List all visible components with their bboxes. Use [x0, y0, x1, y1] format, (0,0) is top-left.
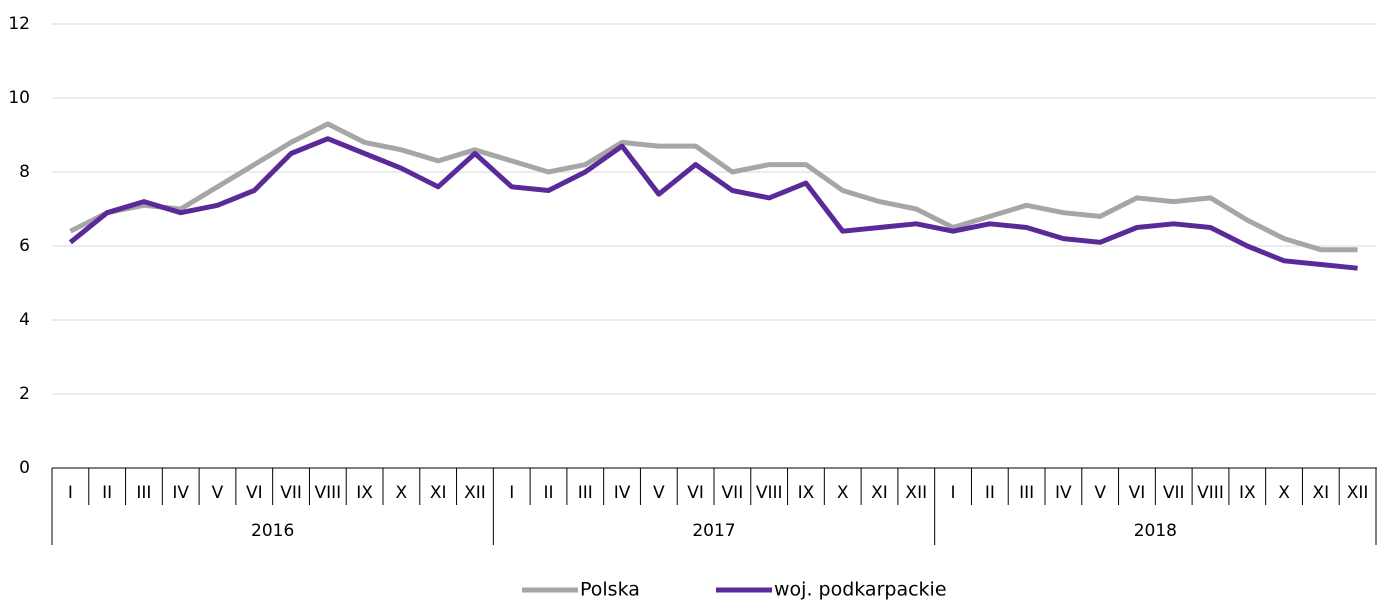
- x-tick-label: VIII: [314, 483, 341, 503]
- x-tick-label: X: [837, 483, 849, 503]
- x-tick-label: XII: [1347, 483, 1369, 503]
- x-tick-label: V: [653, 483, 665, 503]
- x-tick-label: IV: [172, 483, 189, 503]
- x-tick-label: I: [509, 483, 514, 503]
- y-tick-label: 6: [19, 236, 30, 256]
- group-label: 2018: [1134, 521, 1177, 541]
- x-tick-label: VI: [246, 483, 263, 503]
- x-tick-label: VIII: [756, 483, 783, 503]
- y-tick-label: 8: [19, 162, 30, 182]
- x-tick-label: VII: [280, 483, 302, 503]
- y-tick-label: 2: [19, 384, 30, 404]
- x-tick-label: V: [1094, 483, 1106, 503]
- group-label: 2016: [251, 521, 294, 541]
- x-tick-label: IX: [1239, 483, 1256, 503]
- x-tick-label: II: [102, 483, 112, 503]
- x-tick-label: IX: [356, 483, 373, 503]
- legend-label: woj. podkarpackie: [774, 579, 947, 600]
- x-tick-label: VIII: [1197, 483, 1224, 503]
- legend-label: Polska: [580, 579, 640, 600]
- y-tick-label: 0: [19, 458, 30, 478]
- x-tick-label: IV: [1055, 483, 1072, 503]
- x-tick-label: VII: [722, 483, 744, 503]
- x-tick-label: V: [212, 483, 224, 503]
- x-tick-label: I: [951, 483, 956, 503]
- x-tick-label: IX: [798, 483, 815, 503]
- x-tick-label: III: [1019, 483, 1034, 503]
- x-tick-label: III: [136, 483, 151, 503]
- group-label: 2017: [692, 521, 735, 541]
- x-tick-label: III: [578, 483, 593, 503]
- x-tick-label: II: [985, 483, 995, 503]
- x-tick-label: XI: [871, 483, 888, 503]
- y-tick-label: 10: [8, 88, 30, 108]
- series-line: [69, 121, 1358, 253]
- x-tick-label: I: [68, 483, 73, 503]
- x-tick-label: XII: [464, 483, 486, 503]
- x-tick-label: XI: [430, 483, 447, 503]
- x-tick-label: X: [396, 483, 408, 503]
- x-tick-label: XI: [1312, 483, 1329, 503]
- y-tick-label: 4: [19, 310, 30, 330]
- x-tick-label: VI: [1129, 483, 1146, 503]
- x-tick-label: X: [1278, 483, 1290, 503]
- series-line: [68, 136, 1358, 271]
- x-tick-label: VI: [687, 483, 704, 503]
- y-tick-label: 12: [8, 14, 30, 34]
- x-tick-label: II: [543, 483, 553, 503]
- x-tick-label: VII: [1163, 483, 1185, 503]
- x-tick-label: XII: [905, 483, 927, 503]
- x-tick-label: IV: [614, 483, 631, 503]
